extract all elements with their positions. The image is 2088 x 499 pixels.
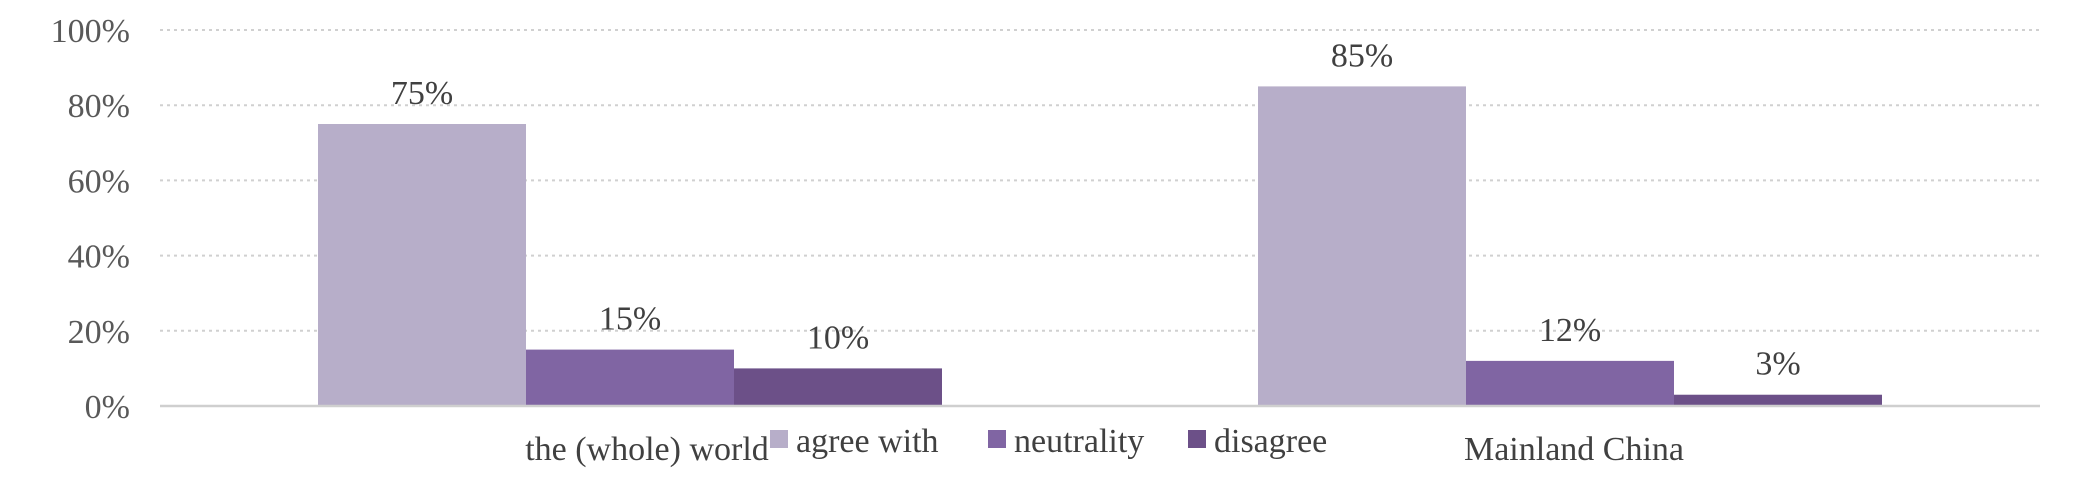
data-labels: 75% 85% 15% 12% 10% 3% — [391, 37, 1801, 382]
bar-agree-with-1 — [1258, 86, 1466, 407]
bar-neutrality-0 — [526, 349, 734, 406]
category-label: the (whole) world — [525, 431, 769, 468]
category-label: Mainland China — [1464, 431, 1684, 468]
data-label: 12% — [1539, 312, 1601, 349]
legend-swatch-neutrality — [988, 430, 1006, 448]
y-tick-label: 60% — [68, 163, 130, 200]
data-label: 15% — [599, 301, 661, 338]
y-tick-label: 80% — [68, 88, 130, 125]
gridlines — [160, 29, 2040, 332]
y-axis: 0% 20% 40% 60% 80% 100% — [51, 13, 130, 426]
y-tick-label: 20% — [68, 314, 130, 351]
legend: agree with neutrality disagree — [770, 423, 1327, 460]
data-label: 3% — [1755, 346, 1800, 383]
bars — [318, 86, 1882, 407]
y-tick-label: 40% — [68, 239, 130, 276]
y-tick-label: 100% — [51, 13, 130, 50]
bar-neutrality-1 — [1466, 360, 1674, 406]
bar-agree-with-0 — [318, 124, 526, 406]
data-label: 75% — [391, 75, 453, 112]
legend-swatch-agree-with — [770, 430, 788, 448]
bar-disagree-1 — [1674, 394, 1882, 406]
legend-label: neutrality — [1014, 423, 1144, 460]
legend-label: agree with — [796, 423, 939, 460]
data-label: 10% — [807, 319, 869, 356]
category-labels: the (whole) world Mainland China — [525, 431, 1684, 468]
y-tick-label: 0% — [85, 389, 130, 426]
bar-disagree-0 — [734, 368, 942, 406]
legend-swatch-disagree — [1188, 430, 1206, 448]
legend-label: disagree — [1214, 423, 1327, 460]
data-label: 85% — [1331, 37, 1393, 74]
